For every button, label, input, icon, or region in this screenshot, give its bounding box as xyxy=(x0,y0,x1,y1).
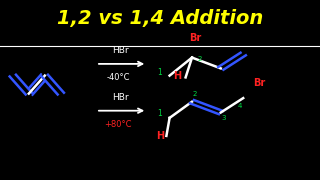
Text: Br: Br xyxy=(189,33,201,43)
Text: 1: 1 xyxy=(158,68,162,77)
Text: 4: 4 xyxy=(238,103,242,109)
Text: HBr: HBr xyxy=(112,93,128,102)
Text: 1,2 vs 1,4 Addition: 1,2 vs 1,4 Addition xyxy=(57,9,263,28)
Text: 2: 2 xyxy=(198,56,202,62)
Text: 1: 1 xyxy=(158,109,162,118)
Text: 2: 2 xyxy=(193,91,197,97)
Text: H: H xyxy=(156,131,164,141)
Text: Br: Br xyxy=(253,78,265,87)
Text: +80°C: +80°C xyxy=(105,120,132,129)
Text: H: H xyxy=(173,71,182,81)
Text: -40°C: -40°C xyxy=(107,73,130,82)
Text: HBr: HBr xyxy=(112,46,128,55)
Text: 3: 3 xyxy=(222,115,226,121)
